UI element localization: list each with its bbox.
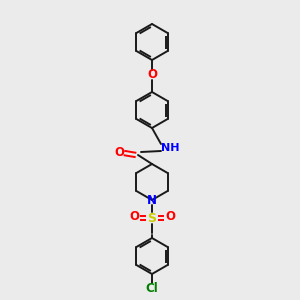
Text: NH: NH xyxy=(161,143,179,153)
Text: Cl: Cl xyxy=(146,281,158,295)
Text: N: N xyxy=(147,194,157,206)
Text: O: O xyxy=(129,211,139,224)
Text: S: S xyxy=(148,212,157,224)
Text: O: O xyxy=(147,68,157,82)
Text: O: O xyxy=(114,146,124,158)
Text: O: O xyxy=(165,211,175,224)
